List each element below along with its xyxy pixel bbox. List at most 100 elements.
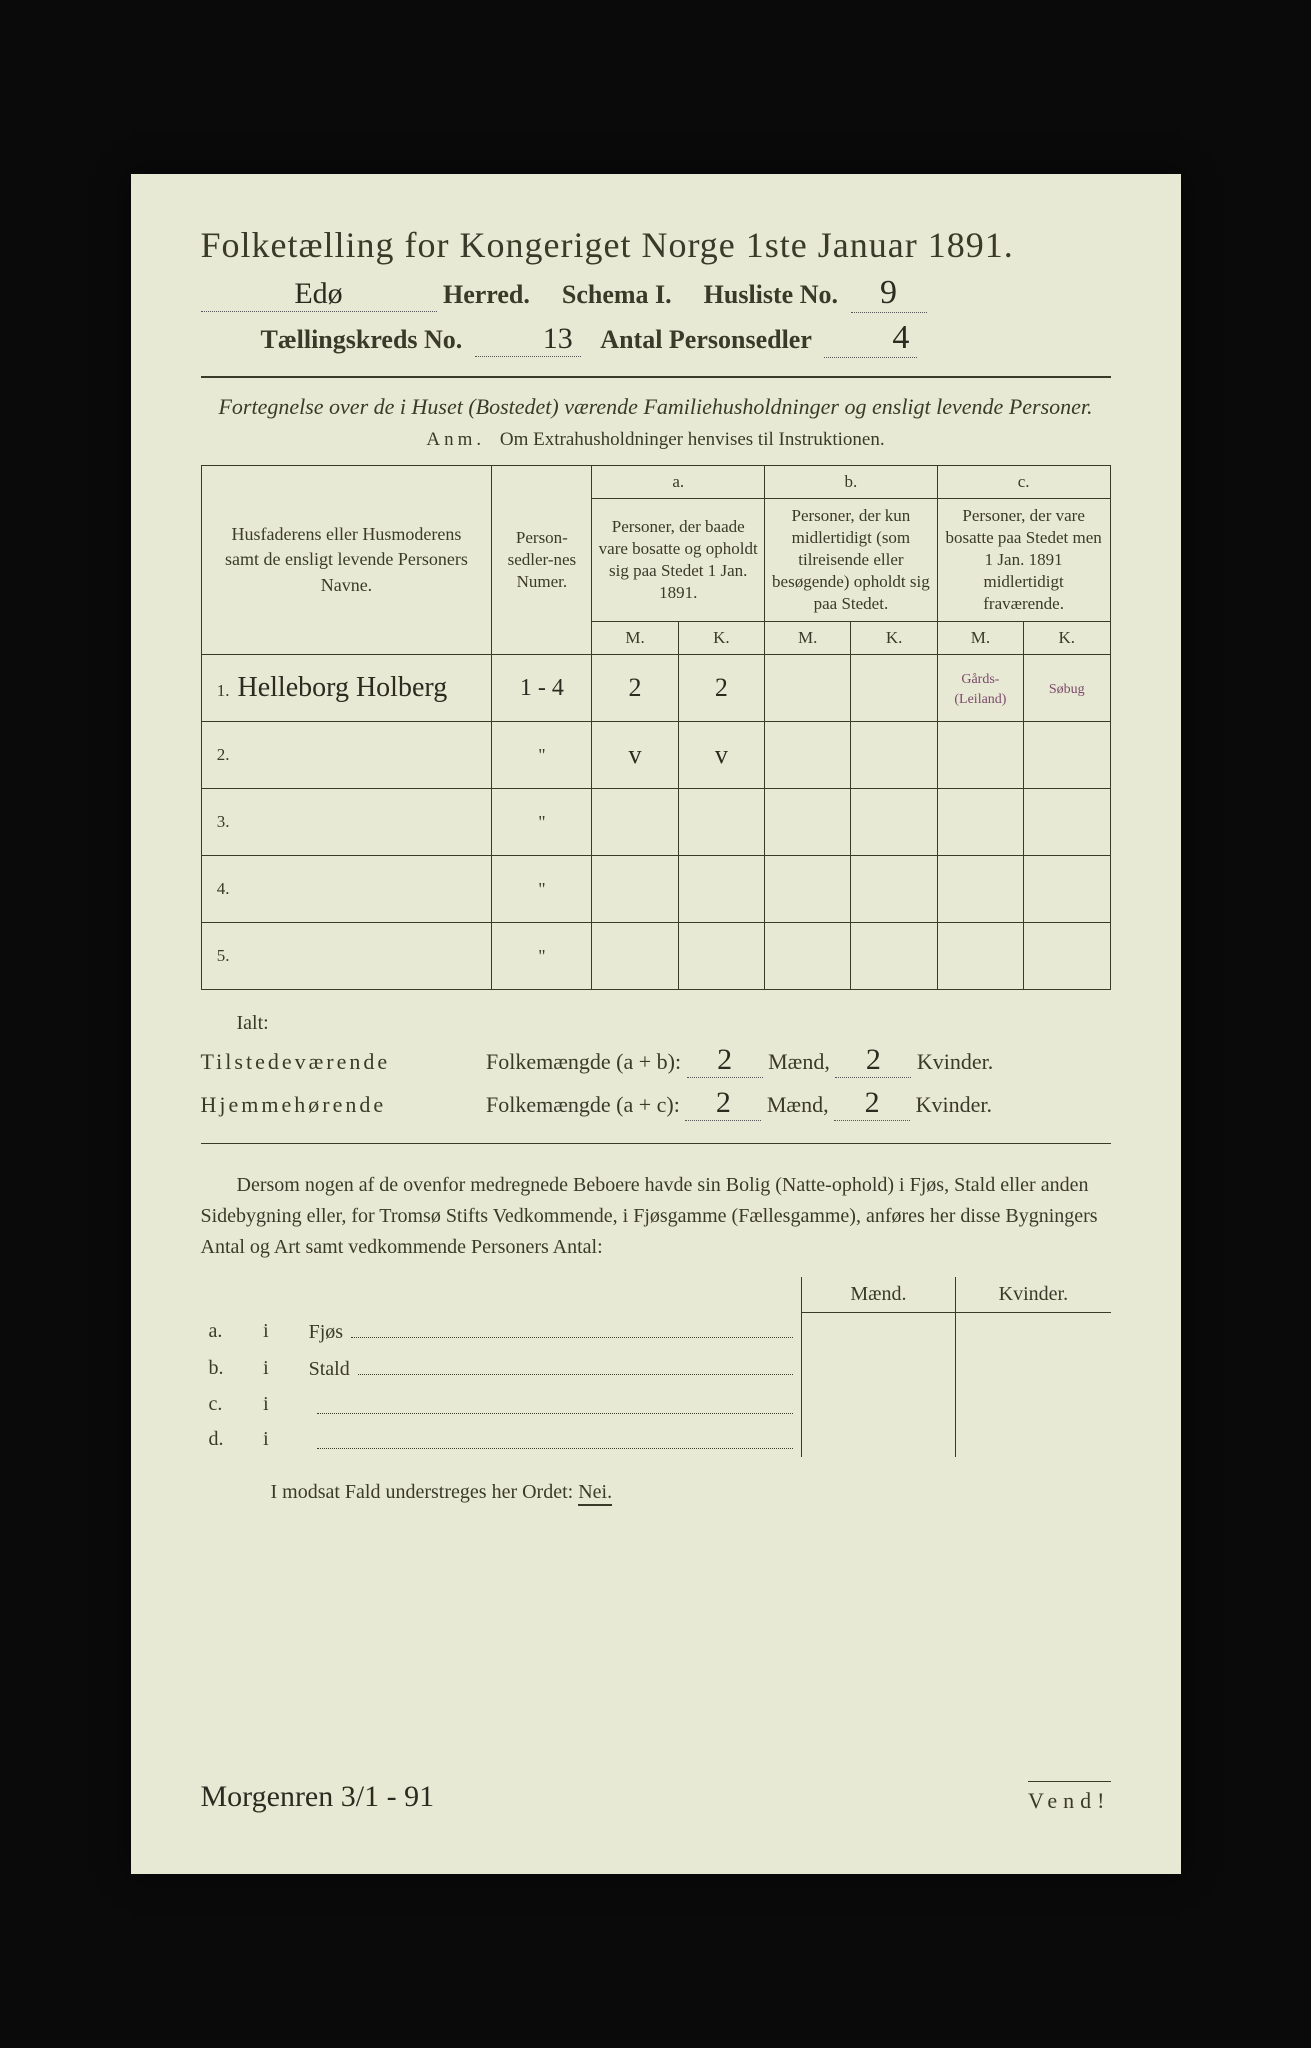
bottom-row: Morgenren 3/1 - 91 Vend!: [201, 1780, 1111, 1814]
ac-m: 2: [685, 1086, 761, 1121]
row-mk-cell: Søbug: [1024, 655, 1110, 722]
row-num-cell: ": [492, 722, 592, 789]
rule-1: [201, 376, 1111, 378]
fjos-row-k: [956, 1313, 1111, 1350]
vend-label: Vend!: [1028, 1781, 1111, 1814]
fjos-row-label: Stald: [309, 1358, 350, 1381]
row-mk-value: 2: [629, 673, 642, 702]
tilst-label: Tilstedeværende: [201, 1049, 481, 1075]
row-mk-cell: [851, 856, 937, 923]
fjos-row-i: i: [255, 1387, 301, 1422]
fjos-row-m: [801, 1422, 956, 1457]
schema-label: Schema I.: [562, 280, 672, 309]
fjos-row-type: Stald: [301, 1350, 802, 1387]
census-form: Folketælling for Kongeriget Norge 1ste J…: [131, 174, 1181, 1874]
fjos-row-k: [956, 1422, 1111, 1457]
row-name-cell: 5.: [201, 923, 492, 990]
row-mk-cell: v: [678, 722, 764, 789]
anm-line: Anm. Om Extrahusholdninger henvises til …: [201, 429, 1111, 451]
husliste-value: 9: [851, 274, 927, 313]
main-title: Folketælling for Kongeriget Norge 1ste J…: [201, 224, 1111, 266]
fjos-row-dots: [358, 1356, 793, 1375]
fjos-row-letter: d.: [201, 1422, 256, 1457]
fjos-row-dots: [351, 1319, 793, 1338]
fjos-table: Mænd. Kvinder. a.iFjøsb.iStaldc.id.i: [201, 1277, 1111, 1457]
fjos-row: b.iStald: [201, 1350, 1111, 1387]
row-mk-cell: Gårds- (Leiland): [937, 655, 1023, 722]
table-row: 4. ": [201, 856, 1110, 923]
kreds-value: 13: [475, 322, 581, 357]
ac-label: (a + c):: [616, 1092, 680, 1117]
row-num-cell: ": [492, 789, 592, 856]
row-num: ": [538, 812, 545, 832]
header-line-2: Tællingskreds No. 13 Antal Personsedler …: [201, 319, 1111, 358]
col-b-label: b.: [765, 465, 938, 498]
row-number: 1.: [208, 681, 230, 701]
kvinder-2: Kvinder.: [916, 1092, 992, 1117]
row-number: 5.: [208, 946, 230, 966]
ab-m: 2: [687, 1043, 763, 1078]
fjos-row-i: i: [255, 1350, 301, 1387]
ab-k: 2: [835, 1043, 911, 1078]
ac-k: 2: [834, 1086, 910, 1121]
row-mk-cell: 2: [592, 655, 678, 722]
row-name-cell: 4.: [201, 856, 492, 923]
fjos-kvinder-header: Kvinder.: [956, 1277, 1111, 1313]
fortegnelse-text: Fortegnelse over de i Huset (Bostedet) v…: [201, 392, 1111, 423]
row-mk-cell: [851, 789, 937, 856]
ab-label: (a + b):: [616, 1049, 681, 1074]
sum-hjem: Hjemmehørende Folkemængde (a + c): 2 Mæn…: [201, 1086, 1111, 1121]
nei-line: I modsat Fald understreges her Ordet: Ne…: [201, 1481, 1111, 1504]
table-row: 2. " v v: [201, 722, 1110, 789]
row-mk-value: Søbug: [1049, 682, 1085, 697]
fjos-row-dots: [317, 1395, 793, 1414]
anm-text: Om Extrahusholdninger henvises til Instr…: [500, 429, 885, 450]
row-number: 3.: [208, 812, 230, 832]
fjos-row-letter: a.: [201, 1313, 256, 1350]
row-mk-cell: [851, 722, 937, 789]
row-mk-cell: 2: [678, 655, 764, 722]
fjos-para: Dersom nogen af de ovenfor medregnede Be…: [201, 1170, 1111, 1263]
signature: Morgenren 3/1 - 91: [201, 1780, 435, 1814]
row-mk-cell: v: [592, 722, 678, 789]
fjos-row-type: [301, 1387, 802, 1422]
row-mk-cell: [937, 789, 1023, 856]
folke-label-2: Folkemængde: [486, 1092, 611, 1117]
antal-value: 4: [824, 319, 917, 358]
row-mk-value: v: [629, 740, 642, 769]
fjos-row-i: i: [255, 1422, 301, 1457]
table-row: 5. ": [201, 923, 1110, 990]
row-mk-cell: [1024, 789, 1110, 856]
row-mk-cell: [851, 923, 937, 990]
row-mk-cell: [765, 722, 851, 789]
fjos-row-k: [956, 1387, 1111, 1422]
row-mk-cell: [937, 856, 1023, 923]
folke-label-1: Folkemængde: [486, 1049, 611, 1074]
row-mk-cell: [678, 789, 764, 856]
row-num: ": [538, 879, 545, 899]
fjos-row-m: [801, 1313, 956, 1350]
row-num: ": [538, 946, 545, 966]
fjos-row-label: Fjøs: [309, 1321, 343, 1344]
anm-label: Anm.: [426, 429, 485, 450]
c-m: M.: [937, 622, 1023, 655]
row-mk-cell: [851, 655, 937, 722]
row-mk-cell: [1024, 856, 1110, 923]
row-number: 2.: [208, 745, 230, 765]
nei-pre: I modsat Fald understreges her Ordet:: [271, 1481, 574, 1503]
row-num-cell: ": [492, 856, 592, 923]
row-name-cell: 3.: [201, 789, 492, 856]
kreds-label: Tællingskreds No.: [261, 325, 463, 354]
col-name-header: Husfaderens eller Husmoderens samt de en…: [201, 465, 492, 654]
row-mk-cell: [592, 789, 678, 856]
b-m: M.: [765, 622, 851, 655]
row-mk-cell: [765, 655, 851, 722]
fjos-maend-header: Mænd.: [801, 1277, 956, 1313]
row-mk-value: 2: [715, 673, 728, 702]
fjos-row: a.iFjøs: [201, 1313, 1111, 1350]
husliste-label: Husliste No.: [704, 280, 838, 309]
row-number: 4.: [208, 879, 230, 899]
row-mk-cell: [678, 856, 764, 923]
page-wrap: Folketælling for Kongeriget Norge 1ste J…: [0, 0, 1311, 2048]
nei-word: Nei.: [578, 1481, 612, 1506]
